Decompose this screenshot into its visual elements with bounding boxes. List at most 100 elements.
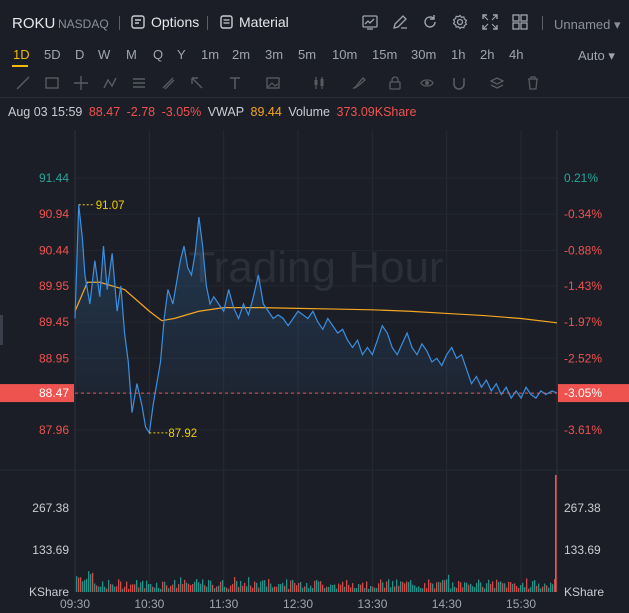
header-divider [542,16,543,30]
timeframe-10m[interactable]: 10m [332,47,358,62]
volume-bar [306,583,308,592]
options-icon [131,15,145,29]
volume-bar [222,579,224,592]
timeframe-month[interactable]: M [126,47,137,62]
volume-bar [438,581,440,592]
timeframe-2m[interactable]: 2m [232,47,251,62]
volume-bar [248,577,250,592]
volume-bar [498,582,500,592]
volume-bar [102,581,104,592]
volume-bar [346,579,348,592]
eye-icon[interactable] [420,76,434,90]
pitchfork-icon[interactable] [161,76,175,90]
volume-bar [224,586,226,592]
price-axis-tick: 87.96 [39,423,69,437]
timeframe-week[interactable]: W [98,47,111,62]
timeframe-1d[interactable]: 1D [13,47,30,62]
volume-bar [196,579,198,592]
volume-bar [474,587,476,592]
settings-gear-icon[interactable] [452,14,468,30]
layout-grid-icon[interactable] [512,14,528,30]
volume-bar [378,583,380,592]
volume-bar [416,587,418,592]
volume-bar [146,580,148,592]
volume-bar [555,475,557,592]
candle-icon[interactable] [312,76,326,90]
fib-icon[interactable] [132,76,146,90]
volume-bar [326,586,328,592]
timeframe-4h[interactable]: 4h [509,47,524,62]
timeframe-quarter[interactable]: Q [153,47,164,62]
auto-scale-dropdown[interactable]: Auto ▾ [578,48,615,63]
volume-bar [544,583,546,592]
timeframe-3m[interactable]: 3m [265,47,284,62]
draw-pencil-icon[interactable] [392,14,408,30]
trend-line-icon[interactable] [16,76,30,90]
layers-icon[interactable] [490,76,504,90]
crosshair-icon[interactable] [74,76,88,90]
timeframe-5m[interactable]: 5m [298,47,317,62]
arrow-icon[interactable] [190,76,204,90]
volume-bar [256,582,258,592]
layout-name-dropdown[interactable]: Unnamed ▾ [554,17,621,32]
volume-bar [422,588,424,592]
volume-bar [510,582,512,592]
volume-axis-tick: 267.38 [564,501,601,515]
watermark-text: Trading Hour [188,243,443,292]
volume-bar [132,584,134,592]
volume-bar [460,582,462,592]
volume-bar [124,586,126,592]
volume-bar [334,584,336,592]
volume-bar [440,582,442,592]
volume-bar [136,580,138,592]
volume-bar [366,581,368,592]
volume-bar [242,585,244,592]
timeframe-1m[interactable]: 1m [201,47,220,62]
brush-icon[interactable] [352,76,366,90]
volume-bar [96,585,98,592]
volume-bar [486,583,488,592]
volume-bar [462,587,464,592]
volume-bar [164,581,166,592]
magnet-icon[interactable] [452,76,466,90]
material-button[interactable]: Material [220,14,289,30]
timeframe-15m[interactable]: 15m [372,47,398,62]
timeframe-bar: 1D 5D D W M Q Y 1m 2m 3m 5m 10m 15m 30m … [0,44,629,67]
volume-bar [388,579,390,592]
timeframe-day[interactable]: D [75,47,85,62]
volume-bar [390,587,392,592]
lock-icon[interactable] [388,76,402,90]
volume-bar [398,585,400,592]
trash-icon[interactable] [526,76,540,90]
volume-bar [108,579,110,592]
ticker-symbol[interactable]: ROKU [12,15,56,32]
refresh-icon[interactable] [422,14,438,30]
volume-bar [320,581,322,592]
pattern-icon[interactable] [103,76,117,90]
rectangle-icon[interactable] [45,76,59,90]
quote-change: -2.78 [126,105,156,119]
volume-bar [328,586,330,592]
time-axis-tick: 13:30 [357,597,387,611]
price-chart[interactable]: Trading Hour 91.07 87.92 91.44 90.94 90.44 89.… [0,130,629,613]
vwap-line [74,281,558,324]
fullscreen-icon[interactable] [482,14,498,30]
volume-bar [214,588,216,592]
volume-bar [294,582,296,592]
text-icon[interactable] [228,76,242,90]
volume-bar [264,580,266,592]
volume-bar [312,587,314,592]
indicator-icon[interactable] [362,14,378,30]
options-button[interactable]: Options [131,14,199,30]
volume-bar [372,586,374,592]
timeframe-year[interactable]: Y [177,47,186,62]
image-icon[interactable] [266,76,280,90]
timeframe-1h[interactable]: 1h [451,47,466,62]
volume-bar [78,577,80,592]
drawing-toolbar [0,68,629,98]
volume-bar [384,587,386,592]
volume-bar [250,585,252,592]
timeframe-30m[interactable]: 30m [411,47,437,62]
timeframe-5d[interactable]: 5D [44,47,61,62]
timeframe-2h[interactable]: 2h [480,47,495,62]
